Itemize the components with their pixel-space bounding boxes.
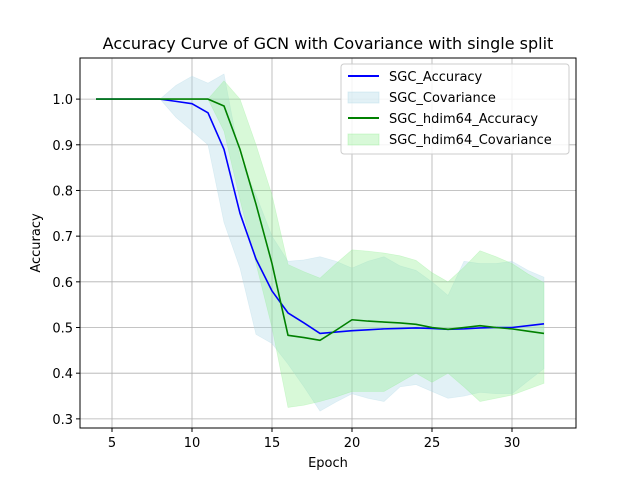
x-tick-label: 5 <box>108 436 116 451</box>
accuracy-line-2 <box>96 98 545 342</box>
x-axis-ticks: 5 10 15 20 25 30 <box>108 428 520 451</box>
y-tick-label: 0.9 <box>52 139 73 154</box>
y-tick-label: 0.4 <box>52 367 73 382</box>
x-tick-label: 15 <box>264 436 281 451</box>
legend-box <box>340 63 570 155</box>
plot-frame <box>79 57 577 429</box>
y-tick-label: 0.6 <box>52 276 73 291</box>
legend-label: SGC_hdim64_Accuracy <box>389 112 538 127</box>
legend-label: SGC_Covariance <box>389 91 496 106</box>
y-tick-label: 0.5 <box>52 322 73 337</box>
x-axis-label: Epoch <box>308 456 348 471</box>
x-tick-label: 30 <box>504 436 521 451</box>
legend-label: SGC_hdim64_Covariance <box>389 133 552 148</box>
x-tick-label: 25 <box>424 436 441 451</box>
legend-label: SGC_Accuracy <box>389 70 483 85</box>
y-tick-label: 1.0 <box>52 93 73 108</box>
grid-lines <box>80 58 576 428</box>
x-tick-label: 20 <box>344 436 361 451</box>
legend-band-swatch <box>347 133 380 146</box>
y-tick-label: 0.7 <box>52 230 73 245</box>
y-tick-label: 0.3 <box>52 413 73 428</box>
chart-title: Accuracy Curve of GCN with Covariance wi… <box>103 34 554 53</box>
accuracy-lines <box>96 98 545 342</box>
accuracy-line-1 <box>96 98 545 335</box>
x-tick-label: 10 <box>184 436 201 451</box>
y-axis-label: Accuracy <box>29 213 44 273</box>
y-tick-label: 0.8 <box>52 184 73 199</box>
y-axis-ticks: 0.3 0.4 0.5 0.6 0.7 0.8 0.9 1.0 <box>52 93 80 428</box>
legend-band-swatch <box>347 91 380 104</box>
legend: SGC_Accuracy SGC_Covariance SGC_hdim64_Acc… <box>340 63 570 155</box>
